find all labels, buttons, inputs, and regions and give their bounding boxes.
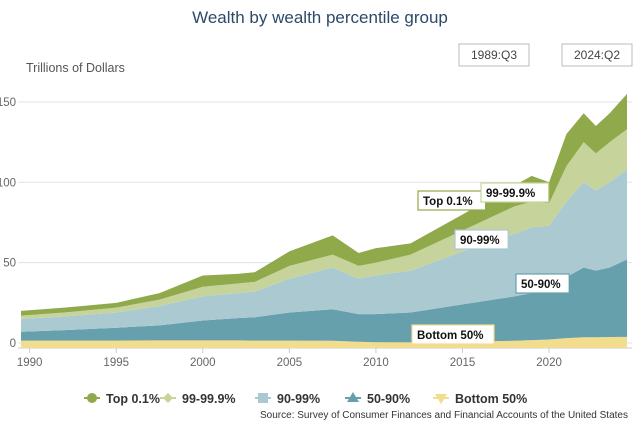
legend: Top 0.1% 99-99.9% 90-99% 50-90% Bottom 50% <box>84 392 527 406</box>
series-label-box: 99-99.9% <box>480 182 550 203</box>
y-ticks: 0 50 100 150 <box>0 97 16 350</box>
start-date-box[interactable]: 1989:Q3 <box>458 43 530 67</box>
series-label-box: Top 0.1% <box>417 190 487 211</box>
area-99-99-9- <box>21 129 627 319</box>
x-tick-label: 2005 <box>277 357 303 369</box>
legend-item[interactable]: Bottom 50% <box>433 392 527 406</box>
x-tick-label: 1995 <box>103 357 129 369</box>
y-tick-label: 150 <box>0 97 16 109</box>
y-tick-label: 50 <box>3 258 16 270</box>
source-note: Source: Survey of Consumer Finances and … <box>260 410 628 421</box>
end-date: 2024:Q2 <box>574 48 620 62</box>
legend-item[interactable]: 90-99% <box>255 392 320 406</box>
legend-label: 90-99% <box>277 392 320 406</box>
x-tick-label: 2010 <box>363 357 389 369</box>
y-tick-label: 0 <box>10 338 16 350</box>
series-label-box: Bottom 50% <box>411 324 495 345</box>
end-date-box[interactable]: 2024:Q2 <box>561 43 633 67</box>
series-label-box: 90-99% <box>454 229 509 250</box>
series-label: 50-90% <box>521 279 561 291</box>
area-bottom-50- <box>21 336 627 348</box>
areas <box>21 93 627 348</box>
x-tick-label: 2015 <box>450 357 476 369</box>
y-axis-label: Trillions of Dollars <box>26 61 125 75</box>
series-labels: Top 0.1% 99-99.9% 90-99% 50-90% Bottom 50% <box>411 182 570 345</box>
legend-square-icon <box>258 393 268 403</box>
legend-label: 50-90% <box>367 392 410 406</box>
series-label: 99-99.9% <box>486 188 535 200</box>
area-90-99- <box>21 169 627 332</box>
legend-circle-icon <box>87 393 97 403</box>
legend-triangle-icon <box>347 392 359 402</box>
legend-label: Bottom 50% <box>455 392 527 406</box>
legend-item[interactable]: 99-99.9% <box>160 392 236 406</box>
area-50-90- <box>21 259 627 343</box>
start-date: 1989:Q3 <box>471 48 517 62</box>
legend-triangle-down-icon <box>435 394 447 404</box>
legend-item[interactable]: 50-90% <box>345 392 410 406</box>
x-tick-label: 2000 <box>190 357 216 369</box>
series-label-box: 50-90% <box>515 273 570 294</box>
x-ticks: 1990 1995 2000 2005 2010 2015 2020 <box>17 348 562 369</box>
legend-diamond-icon <box>163 393 173 403</box>
y-tick-label: 100 <box>0 177 16 189</box>
series-label: Bottom 50% <box>417 330 483 342</box>
x-tick-label: 1990 <box>17 357 43 369</box>
series-label: 90-99% <box>460 235 500 247</box>
chart-title: Wealth by wealth percentile group <box>192 8 448 27</box>
legend-item[interactable]: Top 0.1% <box>84 392 160 406</box>
x-tick-label: 2020 <box>536 357 562 369</box>
area-top-0-1- <box>21 93 627 316</box>
legend-label: Top 0.1% <box>106 392 160 406</box>
legend-label: 99-99.9% <box>182 392 236 406</box>
series-label: Top 0.1% <box>423 196 473 208</box>
